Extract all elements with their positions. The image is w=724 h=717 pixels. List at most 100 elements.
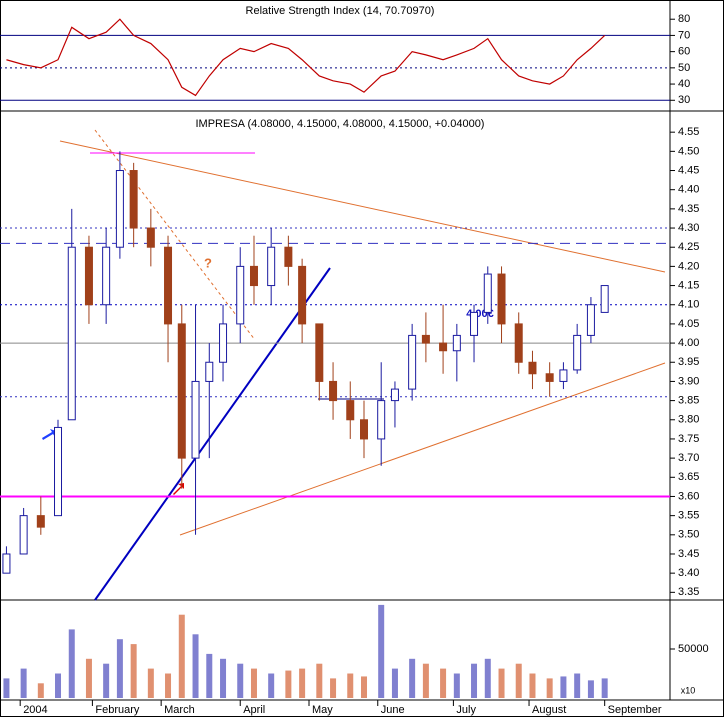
volume-bar [103, 663, 110, 698]
candle-body [19, 515, 28, 555]
candle-body [177, 323, 186, 459]
y-tick-label: 80 [678, 13, 690, 25]
x-tick-label: August [532, 704, 566, 716]
trend-line [179, 362, 666, 536]
candle-body [346, 400, 355, 421]
y-tick-label: 4.15 [678, 279, 699, 291]
volume-bar [85, 658, 92, 698]
y-tick-label: 50000 [678, 643, 709, 655]
candle-body [54, 426, 63, 517]
x-tick-label: May [312, 704, 333, 716]
y-tick-label: 4.50 [678, 145, 699, 157]
volume-bar [268, 673, 275, 698]
candle-body [360, 419, 369, 440]
volume-bar [546, 678, 553, 698]
x-tick-label: July [456, 704, 476, 716]
volume-bar [498, 668, 505, 698]
candle-body [439, 342, 448, 352]
volume-bar [587, 680, 594, 698]
volume-bar [250, 668, 257, 698]
volume-bar [471, 663, 478, 698]
candle-body [36, 515, 45, 528]
x-tick-label: February [95, 704, 140, 716]
y-tick-label: 40 [678, 78, 690, 90]
volume-bar [515, 663, 522, 698]
candle-body [298, 265, 307, 325]
candle-body [236, 265, 245, 325]
candle-body [284, 246, 293, 267]
volume-bar [165, 673, 172, 698]
y-tick-label: 30 [678, 94, 690, 106]
volume-bar [440, 668, 447, 698]
candle-body [219, 323, 228, 363]
volume-bar [299, 668, 306, 698]
candle-body [470, 311, 479, 336]
volume-bar [330, 678, 337, 698]
candle-body [452, 334, 461, 352]
x-tick-label: September [608, 704, 662, 716]
candle-body [146, 227, 155, 248]
candle-body [421, 334, 430, 344]
y-tick-label: 3.55 [678, 510, 699, 522]
y-tick-label: 3.45 [678, 548, 699, 560]
y-tick-label: 3.50 [678, 529, 699, 541]
y-tick-label: 4.25 [678, 241, 699, 253]
y-tick-label: 4.45 [678, 164, 699, 176]
y-tick-label: 3.70 [678, 452, 699, 464]
volume-bar [529, 673, 536, 698]
volume-bar [206, 653, 213, 698]
volume-bar [378, 604, 385, 698]
candle-body [586, 304, 595, 336]
y-tick-label: 3.60 [678, 490, 699, 502]
candle-body [191, 380, 200, 459]
candle-body [528, 361, 537, 375]
candle-body [329, 380, 338, 402]
trend-line [94, 267, 331, 601]
rsi-title: Relative Strength Index (14, 70.70970) [246, 5, 435, 17]
x-tick-label: April [243, 704, 265, 716]
candle-body [67, 246, 76, 421]
arrow [173, 483, 184, 495]
volume-bar [361, 676, 368, 698]
volume-bar [391, 668, 398, 698]
volume-bar [285, 670, 292, 698]
rsi-line [6, 18, 606, 97]
volume-bar [20, 668, 27, 698]
volume-bar [55, 673, 62, 698]
volume-bar [422, 663, 429, 698]
volume-bar [220, 658, 227, 698]
volume-bar [68, 629, 75, 698]
candle-body [559, 369, 568, 382]
volume-bar [178, 614, 185, 698]
y-tick-label: 3.80 [678, 414, 699, 426]
price-title: IMPRESA (4.08000, 4.15000, 4.08000, 4.15… [196, 118, 485, 130]
y-tick-label: 3.75 [678, 433, 699, 445]
candle-body [497, 273, 506, 325]
y-tick-label: 3.35 [678, 586, 699, 598]
y-tick-label: 70 [678, 29, 690, 41]
candle-body [408, 334, 417, 390]
candle-body [390, 388, 399, 402]
annotation: ? [204, 255, 212, 270]
volume-bar [147, 668, 154, 698]
y-tick-label: 50 [678, 62, 690, 74]
candle-body [249, 265, 258, 287]
y-tick-label: 4.55 [678, 126, 699, 138]
y-tick-label: 4.30 [678, 222, 699, 234]
volume-bar [192, 634, 199, 698]
x-tick-label: 2004 [23, 704, 47, 716]
y-tick-label: 4.35 [678, 203, 699, 215]
candle-body [267, 246, 276, 287]
y-tick-label: 4.10 [678, 299, 699, 311]
trend-line [59, 140, 666, 273]
volume-bar [453, 673, 460, 698]
candle-body [600, 285, 609, 313]
candle-body [164, 246, 173, 325]
volume-bar [574, 673, 581, 698]
y-tick-label: 3.95 [678, 356, 699, 368]
x-tick-label: March [164, 704, 195, 716]
volume-bar [316, 663, 323, 698]
candle-body [205, 361, 214, 382]
unit-label: x10 [681, 685, 696, 695]
